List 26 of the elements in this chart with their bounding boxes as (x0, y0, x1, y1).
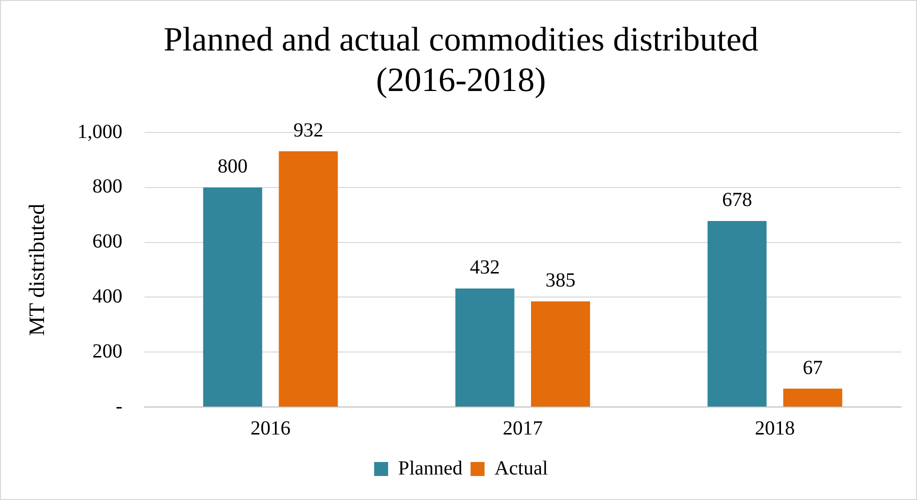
y-tick-label: 200 (92, 340, 122, 362)
text: (2016-2018) (376, 62, 546, 100)
bar (278, 151, 338, 406)
legend-label: Actual (494, 457, 548, 480)
y-axis-title: MT distributed (24, 204, 49, 336)
x-tick-label: 2018 (754, 417, 795, 440)
y-tick-label: 800 (92, 176, 122, 198)
bar (531, 301, 590, 406)
x-tick-label: 2017 (502, 417, 543, 440)
y-tick-label: 1,000 (77, 120, 122, 143)
bar (708, 220, 767, 406)
data-label: 678 (722, 189, 752, 212)
data-label: 432 (470, 256, 500, 279)
legend-label: Planned (398, 457, 463, 480)
data-label: 385 (546, 270, 576, 292)
y-tick-label: - (116, 395, 122, 418)
y-tick-label: 400 (92, 285, 122, 308)
bar (783, 388, 842, 406)
y-tick-label: 600 (92, 230, 122, 253)
data-label: 67 (802, 356, 823, 379)
data-label: 932 (293, 120, 324, 142)
data-label: 800 (218, 156, 248, 178)
bar (203, 187, 262, 406)
text: Planned and actual commodities distributed (164, 21, 758, 58)
bar (455, 288, 514, 406)
x-tick-label: 2016 (250, 417, 290, 440)
